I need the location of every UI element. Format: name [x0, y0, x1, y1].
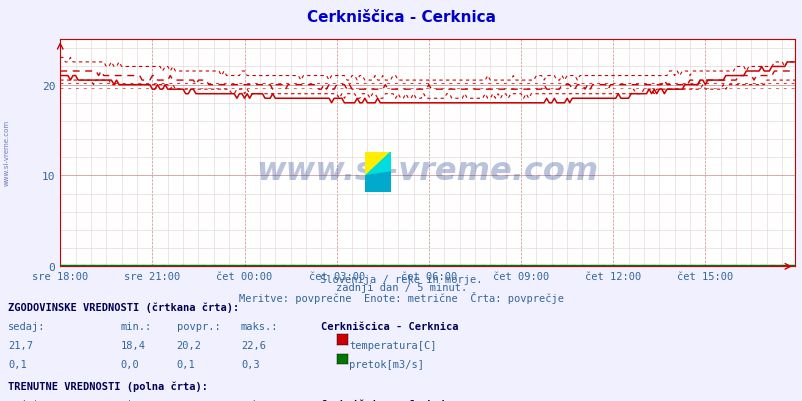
Text: pretok[m3/s]: pretok[m3/s]	[349, 359, 423, 369]
Text: Meritve: povprečne  Enote: metrične  Črta: povprečje: Meritve: povprečne Enote: metrične Črta:…	[239, 292, 563, 304]
Polygon shape	[365, 152, 391, 176]
Text: min.:: min.:	[120, 321, 152, 331]
Text: Slovenija / reke in morje.: Slovenija / reke in morje.	[320, 275, 482, 285]
Text: 0,3: 0,3	[241, 359, 259, 369]
Text: Cerkniščica - Cerknica: Cerkniščica - Cerknica	[306, 10, 496, 25]
Polygon shape	[365, 172, 391, 192]
Text: povpr.:: povpr.:	[176, 321, 220, 331]
Text: 21,7: 21,7	[8, 340, 33, 350]
Text: ZGODOVINSKE VREDNOSTI (črtkana črta):: ZGODOVINSKE VREDNOSTI (črtkana črta):	[8, 302, 239, 312]
Text: maks.:: maks.:	[241, 321, 278, 331]
Text: Cerknišcica - Cerknica: Cerknišcica - Cerknica	[321, 399, 458, 401]
Text: zadnji dan / 5 minut.: zadnji dan / 5 minut.	[335, 283, 467, 293]
Text: 18,4: 18,4	[120, 340, 145, 350]
Text: 0,1: 0,1	[176, 359, 195, 369]
Text: sedaj:: sedaj:	[8, 321, 46, 331]
Text: 0,1: 0,1	[8, 359, 26, 369]
Text: TRENUTNE VREDNOSTI (polna črta):: TRENUTNE VREDNOSTI (polna črta):	[8, 380, 208, 391]
Polygon shape	[365, 152, 391, 176]
Text: www.si-vreme.com: www.si-vreme.com	[256, 156, 598, 187]
Text: povpr.:: povpr.:	[176, 399, 220, 401]
Text: temperatura[C]: temperatura[C]	[349, 340, 436, 350]
Text: min.:: min.:	[120, 399, 152, 401]
Text: sedaj:: sedaj:	[8, 399, 46, 401]
Text: maks.:: maks.:	[241, 399, 278, 401]
Text: 22,6: 22,6	[241, 340, 265, 350]
Text: 20,2: 20,2	[176, 340, 201, 350]
Text: www.si-vreme.com: www.si-vreme.com	[3, 119, 10, 185]
Text: 0,0: 0,0	[120, 359, 139, 369]
Text: Cerknišcica - Cerknica: Cerknišcica - Cerknica	[321, 321, 458, 331]
